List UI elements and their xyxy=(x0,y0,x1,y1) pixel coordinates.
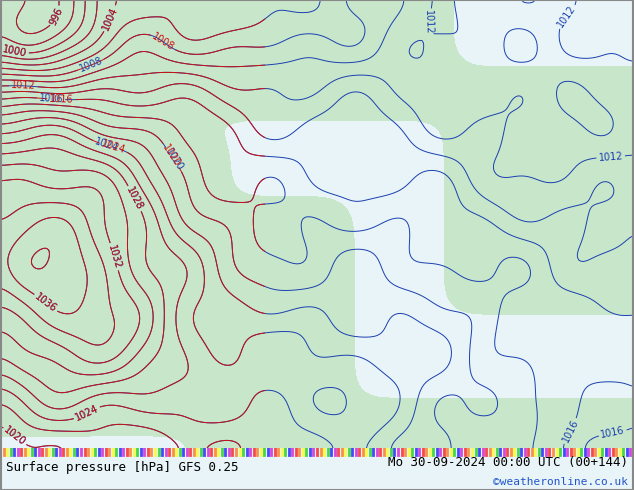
Text: 1032: 1032 xyxy=(107,244,123,270)
Text: 1020: 1020 xyxy=(163,147,184,173)
Text: 1004: 1004 xyxy=(100,5,119,32)
Text: 1020: 1020 xyxy=(160,143,182,169)
Text: 1012: 1012 xyxy=(424,10,434,35)
Text: 1036: 1036 xyxy=(33,292,58,314)
Text: 1036: 1036 xyxy=(33,292,58,314)
Text: 1016: 1016 xyxy=(49,94,74,105)
Text: 1008: 1008 xyxy=(150,31,176,52)
Text: 996: 996 xyxy=(48,6,65,27)
Text: 1012: 1012 xyxy=(555,3,578,29)
Text: Mo 30-09-2024 00:00 UTC (00+144): Mo 30-09-2024 00:00 UTC (00+144) xyxy=(387,456,628,469)
Text: 1028: 1028 xyxy=(125,185,145,212)
Text: 1000: 1000 xyxy=(2,44,28,58)
Text: 1028: 1028 xyxy=(125,185,145,212)
Text: 1016: 1016 xyxy=(600,426,626,441)
Text: 996: 996 xyxy=(48,6,65,27)
Text: 1012: 1012 xyxy=(11,80,36,91)
Text: 1000: 1000 xyxy=(2,44,28,58)
Text: 1024: 1024 xyxy=(74,403,100,423)
Text: 1020: 1020 xyxy=(2,425,28,447)
Text: 1016: 1016 xyxy=(39,93,63,105)
Text: Surface pressure [hPa] GFS 0.25: Surface pressure [hPa] GFS 0.25 xyxy=(6,461,239,474)
Text: 1020: 1020 xyxy=(2,425,28,447)
Text: 1024: 1024 xyxy=(74,403,100,423)
Text: 1008: 1008 xyxy=(78,56,105,74)
Text: ©weatheronline.co.uk: ©weatheronline.co.uk xyxy=(493,477,628,487)
Text: 1024: 1024 xyxy=(93,137,120,154)
Text: 1024: 1024 xyxy=(100,139,127,156)
Text: 1016: 1016 xyxy=(560,418,580,444)
Text: 1004: 1004 xyxy=(100,5,119,32)
Text: 1012: 1012 xyxy=(598,151,623,163)
Text: 1032: 1032 xyxy=(107,244,123,270)
